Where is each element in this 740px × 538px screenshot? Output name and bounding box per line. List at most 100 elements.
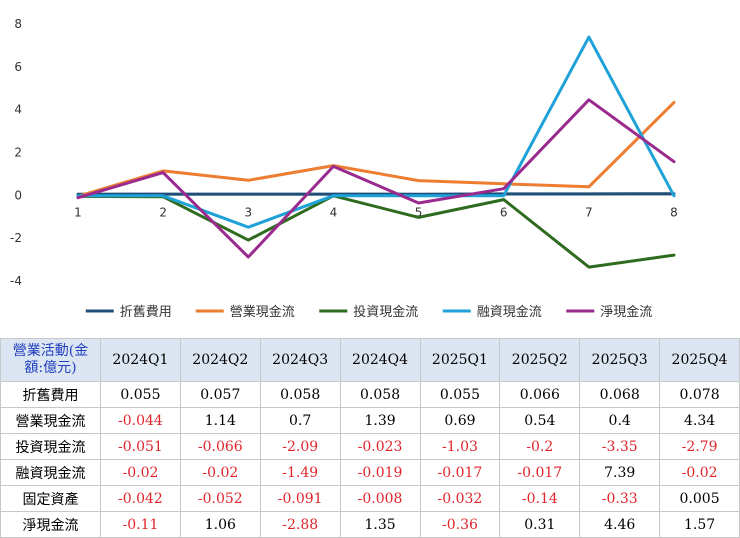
y-tick-label: 8 [14, 17, 22, 31]
table-cell: 1.06 [179, 511, 261, 538]
y-tick-label: 0 [14, 188, 22, 202]
series-line [76, 194, 676, 269]
table-corner-header: 營業活動(金 額:億元) [0, 338, 101, 382]
table-cell: -0.052 [179, 485, 261, 512]
table-cell: 0.31 [499, 511, 581, 538]
table-cell: 0.058 [259, 381, 341, 408]
table-cell: -1.03 [419, 433, 501, 460]
y-tick-label: -4 [10, 274, 22, 288]
table-cell: 0.057 [179, 381, 261, 408]
table-cell: -0.032 [419, 485, 501, 512]
table-cell: -0.051 [100, 433, 181, 460]
table-row: 固定資產 -0.042 -0.052 -0.091 -0.008 -0.032 -0.14-… [0, 485, 740, 512]
series-line [76, 192, 676, 196]
table-cell: -0.044 [100, 407, 181, 434]
x-tick-label: 6 [500, 205, 508, 219]
series-line [76, 98, 676, 259]
table-cell: -0.02 [179, 459, 261, 486]
x-tick-label: 2 [159, 205, 167, 219]
column-header: 2025Q4 [659, 338, 740, 382]
table-row: 折舊費用 0.055 0.057 0.058 0.058 0.055 0.066 0.068 0… [0, 381, 740, 408]
x-tick-label: 8 [670, 205, 678, 219]
table-cell: -2.88 [259, 511, 341, 538]
row-label: 營業現金流 [0, 407, 101, 434]
table-cell: 4.46 [579, 511, 661, 538]
table-cell: -0.042 [100, 485, 181, 512]
table-cell: -2.79 [659, 433, 740, 460]
table-cell: 0.066 [499, 381, 581, 408]
series-line [76, 100, 676, 198]
table-cell: 0.055 [100, 381, 181, 408]
table-cell: -0.02 [659, 459, 740, 486]
legend-label: 折舊費用 [120, 305, 172, 320]
table-row: 投資現金流 -0.051 -0.066 -2.09 -0.023 -1.03 -0.2 -3.… [0, 433, 740, 460]
legend-label: 投資現金流 [353, 304, 418, 320]
table-cell: -1.49 [259, 459, 341, 486]
table-row: 淨現金流 -0.11 1.06 -2.88 1.35 -0.36 0.31 4.46 1.57 [0, 511, 740, 538]
table-cell: -3.35 [579, 433, 661, 460]
column-header: 2024Q4 [339, 338, 421, 382]
table-cell: 7.39 [579, 459, 661, 486]
row-label: 折舊費用 [0, 381, 101, 408]
column-header: 2025Q1 [419, 338, 501, 382]
table-cell: 0.068 [579, 381, 661, 408]
table-row: 融資現金流 -0.02 -0.02 -1.49 -0.019 -0.017 -0.017 7.… [0, 459, 740, 486]
table-cell: 0.4 [579, 407, 661, 434]
table-cell: 0.54 [499, 407, 581, 434]
table-cell: -0.019 [339, 459, 421, 486]
row-label: 固定資產 [0, 485, 101, 512]
table-cell: 0.078 [659, 381, 740, 408]
table-cell: -0.023 [339, 433, 421, 460]
series-lines [76, 35, 676, 269]
table-cell: 0.7 [259, 407, 341, 434]
y-tick-label: 6 [14, 60, 22, 74]
table-cell: 1.57 [659, 511, 740, 538]
series-line [76, 35, 676, 229]
legend: 折舊費用 營業現金流 投資現金流 融資現金流 淨現金流 [85, 304, 652, 320]
x-tick-label: 4 [330, 205, 338, 219]
y-tick-label: 4 [14, 103, 22, 117]
x-tick-label: 3 [244, 205, 252, 219]
column-header: 2025Q3 [579, 338, 661, 382]
table-cell: 4.34 [659, 407, 740, 434]
table-cell: 1.39 [339, 407, 421, 434]
table-cell: -0.11 [100, 511, 181, 538]
legend-label: 融資現金流 [477, 304, 542, 320]
table-header-row: 營業活動(金 額:億元) 2024Q1 2024Q2 2024Q3 2024Q4… [0, 338, 740, 382]
table-cell: 0.005 [659, 485, 740, 512]
column-header: 2024Q1 [100, 338, 181, 382]
table-cell: -0.017 [419, 459, 501, 486]
column-header: 2024Q3 [259, 338, 341, 382]
x-tick-label: 1 [74, 205, 82, 219]
legend-label: 營業現金流 [230, 304, 295, 320]
table-cell: -0.14 [499, 485, 581, 512]
legend-label: 淨現金流 [600, 304, 652, 320]
x-tick-label: 7 [585, 205, 593, 219]
table-cell: 1.14 [179, 407, 261, 434]
table-row: 營業現金流 -0.044 1.14 0.7 1.39 0.69 0.54 0.4 4.34 [0, 407, 740, 434]
row-label: 投資現金流 [0, 433, 101, 460]
row-label: 融資現金流 [0, 459, 101, 486]
corner-line-1: 營業活動(金 [12, 343, 89, 359]
table-cell: -0.066 [179, 433, 261, 460]
table-cell: -0.017 [499, 459, 581, 486]
table-cell: -0.33 [579, 485, 661, 512]
column-header: 2024Q2 [179, 338, 261, 382]
table-cell: -0.02 [100, 459, 181, 486]
table-cell: -2.09 [259, 433, 341, 460]
table-cell: 0.69 [419, 407, 501, 434]
corner-line-2: 額:億元) [24, 360, 77, 376]
table-cell: 0.058 [339, 381, 421, 408]
y-axis: -4 -2 0 2 4 6 8 [10, 17, 22, 288]
table-cell: -0.008 [339, 485, 421, 512]
table-cell: -0.36 [419, 511, 501, 538]
data-table: 營業活動(金 額:億元) 2024Q1 2024Q2 2024Q3 2024Q4… [0, 338, 740, 538]
row-label: 淨現金流 [0, 511, 101, 538]
table-cell: 0.055 [419, 381, 501, 408]
y-tick-label: -2 [10, 231, 22, 245]
table-cell: -0.2 [499, 433, 581, 460]
cash-flow-line-chart: -4 -2 0 2 4 6 8 1 2 3 4 5 6 7 8 折舊費用 營業現金流 投資現金流 融資現金流 淨現… [10, 17, 678, 320]
x-tick-label: 5 [415, 205, 423, 219]
y-tick-label: 2 [14, 146, 22, 160]
